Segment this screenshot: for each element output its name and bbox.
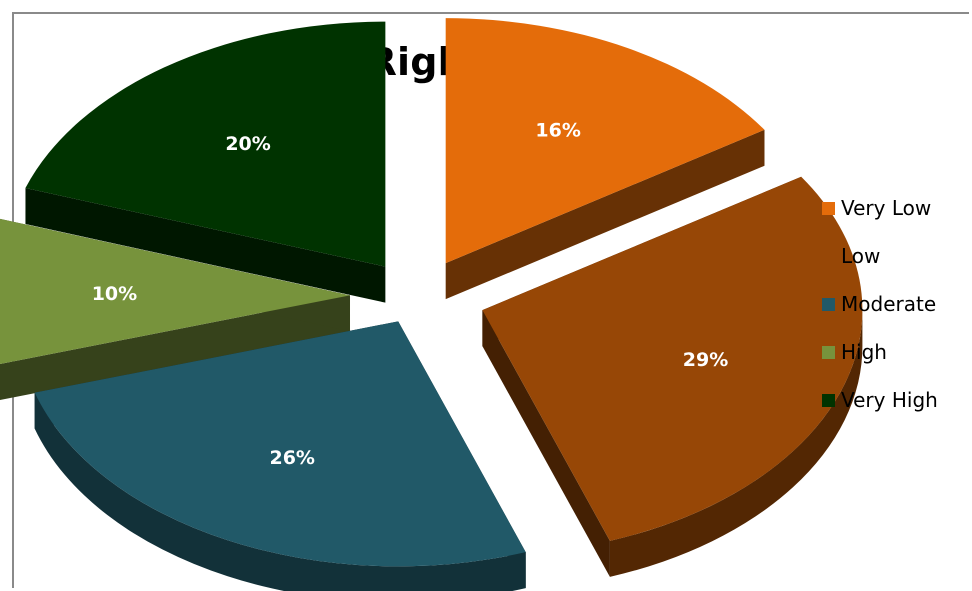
pie-slice-high <box>0 218 351 401</box>
legend-item-high: High <box>822 340 938 364</box>
slice-wall <box>25 188 386 303</box>
legend-swatch <box>822 393 835 407</box>
legend-item-very-low: Very Low <box>822 196 938 220</box>
legend-label: Very Low <box>841 196 932 220</box>
legend-label: High <box>841 340 887 364</box>
data-label-very-high: 20% <box>225 133 270 155</box>
slice-side <box>609 310 863 577</box>
legend-item-low: Low <box>822 244 938 268</box>
legend-label: Low <box>841 244 881 268</box>
slice-top <box>0 218 351 365</box>
slice-top <box>25 21 386 267</box>
pie-slice-very-low <box>445 18 765 300</box>
pie-slice-very-high <box>25 21 386 303</box>
slice-wall <box>0 295 351 401</box>
legend-swatch <box>822 249 835 263</box>
slice-wall <box>445 129 765 300</box>
slice-top <box>482 176 863 541</box>
legend-item-moderate: Moderate <box>822 292 938 316</box>
slice-wall <box>482 310 610 577</box>
pie-slice-low <box>482 176 863 577</box>
data-label-very-low: 16% <box>535 120 580 142</box>
legend-swatch <box>822 345 835 359</box>
data-label-low: 29% <box>683 349 728 371</box>
data-label-moderate: 26% <box>269 447 314 469</box>
legend-item-very-high: Very High <box>822 388 938 412</box>
slice-side <box>34 392 526 591</box>
legend-swatch <box>822 201 835 215</box>
legend-label: Very High <box>841 388 938 412</box>
slice-top <box>34 321 526 567</box>
pie-slice-moderate <box>34 321 526 591</box>
legend-swatch <box>822 297 835 311</box>
legend-label: Moderate <box>841 292 937 316</box>
slice-top <box>445 18 765 264</box>
data-label-high: 10% <box>92 283 137 305</box>
legend: Very Low Low Moderate High Very High <box>822 196 938 436</box>
